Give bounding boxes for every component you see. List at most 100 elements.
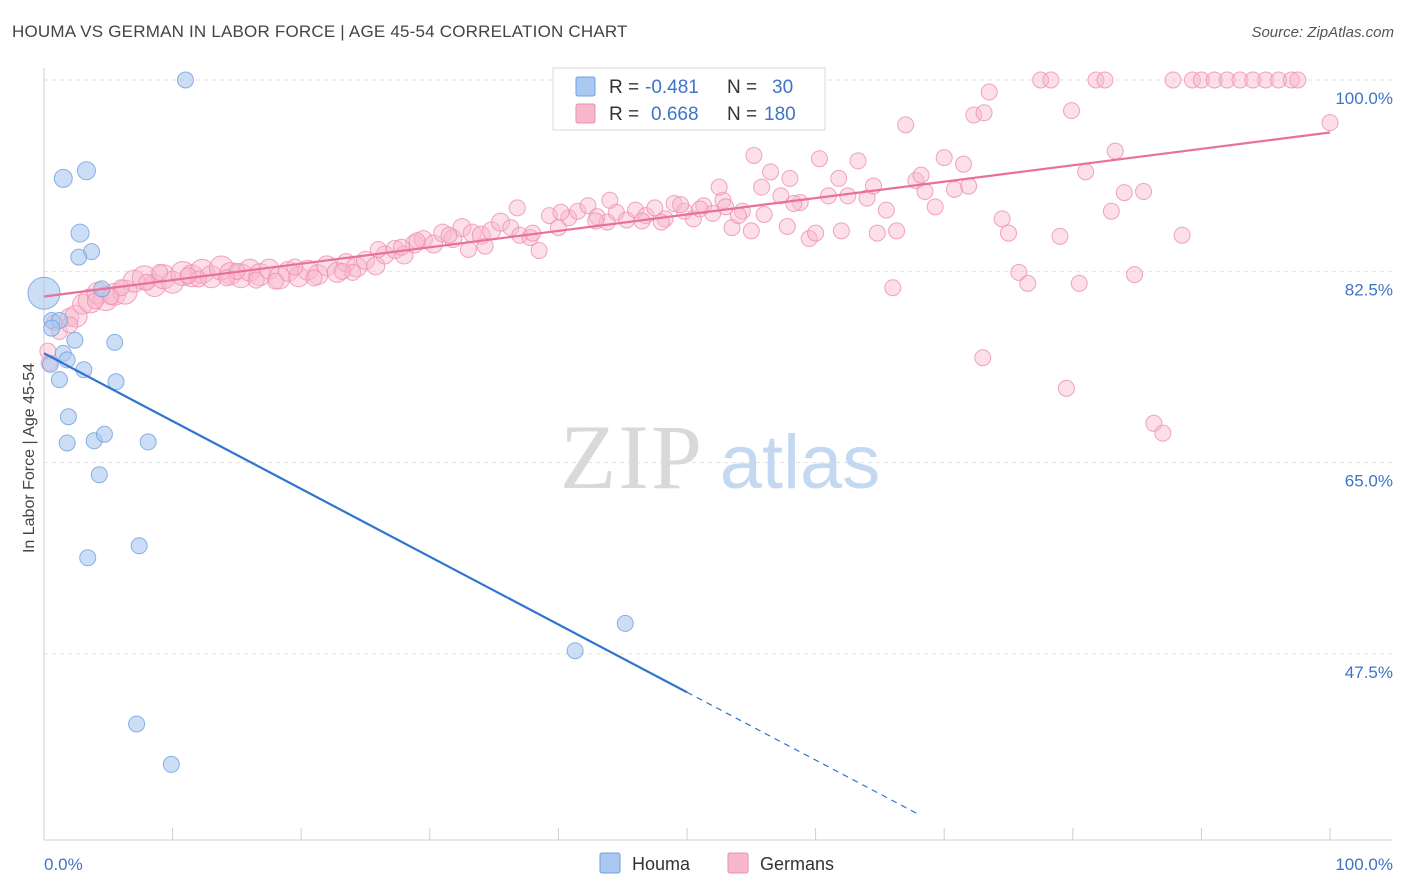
y-axis-title: In Labor Force | Age 45-54 [21, 363, 38, 553]
houma-point-6 [70, 248, 88, 266]
germans-point-152 [745, 146, 763, 164]
germans-point-111 [1070, 274, 1088, 292]
germans-point-77 [753, 178, 771, 196]
source-label: Source: ZipAtlas.com [1251, 24, 1394, 41]
germans-point-54 [530, 242, 548, 260]
houma-point-29 [162, 755, 180, 773]
legend-n-label-houma: N = [727, 77, 757, 98]
x-tick-label-0: 0.0% [44, 855, 83, 874]
germans-point-46 [452, 218, 472, 238]
watermark-atlas: atlas [720, 420, 881, 505]
houma-point-23 [90, 466, 108, 484]
houma-point-10 [66, 331, 84, 349]
germans-point-103 [1000, 224, 1017, 242]
germans-point-115 [1106, 142, 1124, 160]
germans-point-87 [849, 152, 867, 170]
germans-trend-line [43, 131, 1331, 298]
legend-n-label-germans: N = [727, 104, 757, 125]
germans-point-161 [552, 203, 570, 221]
germans-point-156 [912, 166, 930, 184]
germans-point-133 [1321, 114, 1339, 132]
germans-point-172 [393, 238, 411, 256]
germans-point-108 [1051, 227, 1069, 245]
germans-point-170 [476, 237, 494, 255]
germans-point-120 [1154, 424, 1172, 442]
germans-point-102 [993, 210, 1011, 228]
legend-swatch-germans [575, 103, 596, 124]
germans-point-86 [839, 187, 857, 205]
germans-point-154 [832, 222, 850, 240]
germans-point-104 [1010, 263, 1028, 281]
germans-point-96 [935, 149, 953, 167]
legend-swatch-houma [575, 76, 596, 97]
bottom-legend-swatch-germans [727, 852, 749, 874]
germans-point-64 [627, 201, 645, 219]
germans-point-153 [778, 218, 796, 236]
houma-point-9 [43, 319, 61, 337]
germans-point-83 [810, 150, 828, 168]
germans-point-107 [1042, 71, 1060, 89]
germans-point-112 [1077, 163, 1095, 181]
germans-point-177 [179, 267, 197, 285]
germans-point-113 [1087, 71, 1105, 89]
houma-point-17 [107, 373, 125, 391]
germans-point-79 [772, 187, 790, 205]
legend-r-value-houma: -0.481 [645, 77, 699, 98]
trend-lines [43, 131, 1331, 815]
germans-point-91 [888, 222, 906, 240]
houma-point-28 [128, 715, 146, 733]
germans-point-138 [601, 191, 619, 209]
germans-point-135 [807, 224, 825, 242]
germans-point-160 [508, 199, 526, 217]
germans-point-148 [151, 263, 169, 281]
y-tick-label-1: 82.5% [1345, 280, 1393, 299]
legend-r-label-germans: R = [609, 104, 639, 125]
germans-point-169 [785, 195, 803, 213]
germans-point-167 [729, 207, 747, 225]
germans-point-50 [491, 212, 511, 232]
germans-point-136 [710, 178, 728, 196]
houma-point-18 [59, 408, 77, 426]
germans-point-128 [1244, 71, 1262, 89]
houma-point-15 [50, 371, 68, 389]
germans-point-85 [830, 169, 848, 187]
germans-point-114 [1096, 71, 1114, 89]
legend-n-value-houma: 30 [772, 77, 793, 98]
bottom-legend-swatch-houma [599, 852, 621, 874]
germans-point-145 [266, 272, 284, 290]
germans-point-174 [286, 258, 304, 276]
y-tick-label-2: 65.0% [1345, 472, 1393, 491]
germans-point-90 [877, 201, 895, 219]
germans-point-100 [974, 349, 992, 367]
houma-point-24 [130, 537, 148, 555]
germans-point-58 [569, 202, 587, 220]
germans-point-171 [440, 226, 458, 244]
germans-point-99 [965, 106, 983, 124]
germans-point-122 [1173, 226, 1191, 244]
germans-point-144 [305, 269, 323, 287]
houma-point-27 [566, 642, 584, 660]
houma-point-2 [76, 161, 96, 181]
watermark: ZIP atlas [560, 406, 880, 508]
germans-point-129 [1257, 71, 1275, 89]
houma-point-3 [176, 71, 194, 89]
germans-point-116 [1115, 184, 1133, 202]
germans-point-173 [333, 262, 351, 280]
houma-point-26 [616, 614, 634, 632]
bottom-legend: Houma Germans [599, 852, 834, 874]
germans-point-105 [1019, 274, 1037, 292]
germans-point-73 [714, 191, 732, 209]
germans-point-109 [1057, 379, 1075, 397]
germans-point-76 [742, 222, 760, 240]
germans-point-66 [646, 199, 664, 217]
germans-point-157 [960, 177, 978, 195]
chart-title: HOUMA VS GERMAN IN LABOR FORCE | AGE 45-… [12, 22, 628, 41]
germans-point-168 [755, 205, 773, 223]
germans-point-101 [980, 83, 998, 101]
germans-point-110 [1063, 102, 1081, 120]
houma-trend-extension [686, 691, 919, 815]
axes [43, 68, 1392, 841]
germans-point-175 [247, 271, 265, 289]
germans-point-126 [1218, 71, 1236, 89]
